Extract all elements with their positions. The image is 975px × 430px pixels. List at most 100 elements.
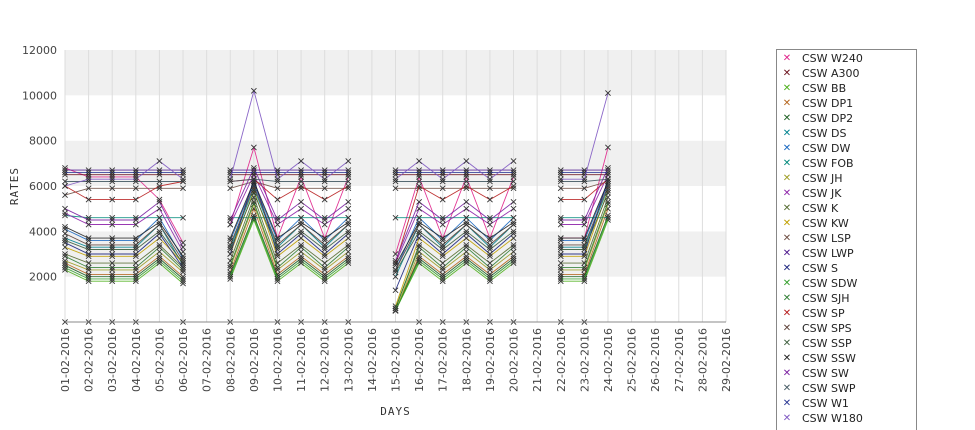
data-point-marker	[557, 260, 564, 266]
data-point-marker	[62, 210, 68, 217]
data-point-marker	[109, 176, 116, 183]
series-csw-w180	[62, 87, 611, 189]
data-point-marker	[439, 244, 446, 251]
data-point-marker	[180, 266, 186, 273]
data-point-marker	[416, 244, 423, 251]
data-point-marker	[510, 198, 517, 205]
series-line	[64, 202, 609, 311]
data-point-marker	[487, 167, 493, 174]
data-point-marker	[85, 174, 92, 180]
data-point-marker	[345, 183, 352, 189]
series-csw-sjh	[62, 198, 611, 312]
x-tick-label: 20-02-2016	[508, 328, 521, 392]
data-point-marker	[132, 196, 139, 203]
legend-x-marker-icon: ✕	[782, 248, 792, 259]
data-point-marker	[250, 164, 257, 171]
data-point-marker	[416, 167, 423, 174]
data-point-marker	[605, 90, 611, 96]
data-point-marker	[62, 244, 68, 251]
series-csw-sw	[62, 164, 611, 264]
series-line	[64, 145, 609, 255]
y-axis-title: RATES	[8, 167, 21, 205]
data-point-marker	[274, 253, 281, 260]
data-point-marker	[439, 246, 446, 253]
data-point-marker	[439, 273, 446, 280]
data-point-marker	[463, 255, 470, 262]
data-point-marker	[321, 185, 328, 192]
data-point-marker	[85, 246, 92, 253]
data-point-marker	[345, 219, 352, 226]
legend-label: CSW W180	[802, 412, 863, 425]
legend-label: CSW S	[802, 262, 839, 275]
data-point-marker	[345, 171, 352, 178]
legend-item: ✕ CSW SSP	[777, 337, 915, 351]
data-point-marker	[109, 185, 116, 192]
data-point-marker	[345, 167, 352, 174]
data-point-marker	[463, 178, 470, 185]
data-point-marker	[298, 230, 304, 237]
data-point-marker	[605, 187, 611, 194]
data-point-marker	[274, 235, 281, 242]
data-point-marker	[416, 158, 423, 164]
data-point-marker	[463, 228, 470, 235]
data-point-marker	[180, 264, 186, 271]
data-point-marker	[132, 176, 139, 183]
data-point-marker	[85, 185, 92, 192]
legend-item: ✕ CSW W180	[777, 412, 915, 426]
data-point-marker	[439, 251, 446, 257]
data-point-marker	[510, 219, 517, 226]
series-line	[64, 177, 609, 291]
legend-item: ✕ CSW SWP	[777, 382, 915, 396]
legend-label: CSW W240	[802, 52, 863, 65]
legend-x-marker-icon: ✕	[782, 383, 792, 394]
data-point-marker	[156, 244, 163, 251]
data-point-marker	[439, 169, 446, 176]
data-point-marker	[345, 169, 352, 176]
legend-label: CSW KW	[802, 217, 849, 230]
data-point-marker	[439, 167, 446, 174]
data-point-marker	[132, 264, 139, 271]
data-point-marker	[439, 214, 446, 221]
data-point-marker	[487, 171, 493, 178]
series-line	[64, 216, 609, 311]
data-point-marker	[132, 217, 139, 223]
data-point-marker	[581, 246, 588, 253]
x-tick-label: 22-02-2016	[555, 328, 568, 392]
data-point-marker	[605, 198, 611, 205]
data-point-marker	[416, 253, 423, 260]
legend-label: CSW SP	[802, 307, 845, 320]
data-point-marker	[321, 176, 328, 183]
data-point-marker	[439, 276, 446, 282]
data-point-marker	[463, 235, 470, 242]
data-point-marker	[274, 266, 281, 273]
data-point-marker	[85, 237, 92, 244]
legend-item: ✕ CSW BB	[777, 82, 915, 96]
legend-label: CSW JK	[802, 187, 842, 200]
data-point-marker	[321, 242, 328, 248]
data-point-marker	[85, 171, 92, 178]
data-point-marker	[557, 253, 564, 260]
x-tick-label: 08-02-2016	[224, 328, 237, 392]
legend-x-marker-icon: ✕	[782, 203, 792, 214]
data-point-marker	[439, 242, 446, 248]
data-point-marker	[85, 278, 92, 285]
x-tick-label: 01-02-2016	[59, 328, 72, 392]
data-point-marker	[557, 264, 564, 271]
data-point-marker	[298, 244, 304, 251]
data-point-marker	[581, 260, 588, 266]
data-point-marker	[605, 214, 611, 221]
data-point-marker	[510, 244, 517, 251]
series-line	[64, 89, 609, 187]
chart-legend: ✕ CSW W240 ✕ CSW A300 ✕ CSW BB ✕ CSW DP1 ✕ CSW DP…	[776, 49, 917, 430]
data-point-marker	[132, 244, 139, 251]
series-csw-jk	[62, 171, 611, 266]
legend-label: CSW K	[802, 202, 839, 215]
data-point-marker	[463, 167, 470, 174]
data-point-marker	[156, 228, 163, 235]
data-point-marker	[557, 273, 564, 280]
data-point-marker	[227, 264, 234, 271]
data-point-marker	[62, 253, 68, 260]
data-point-marker	[345, 235, 352, 242]
legend-x-marker-icon: ✕	[782, 98, 792, 109]
data-point-marker	[180, 276, 186, 282]
